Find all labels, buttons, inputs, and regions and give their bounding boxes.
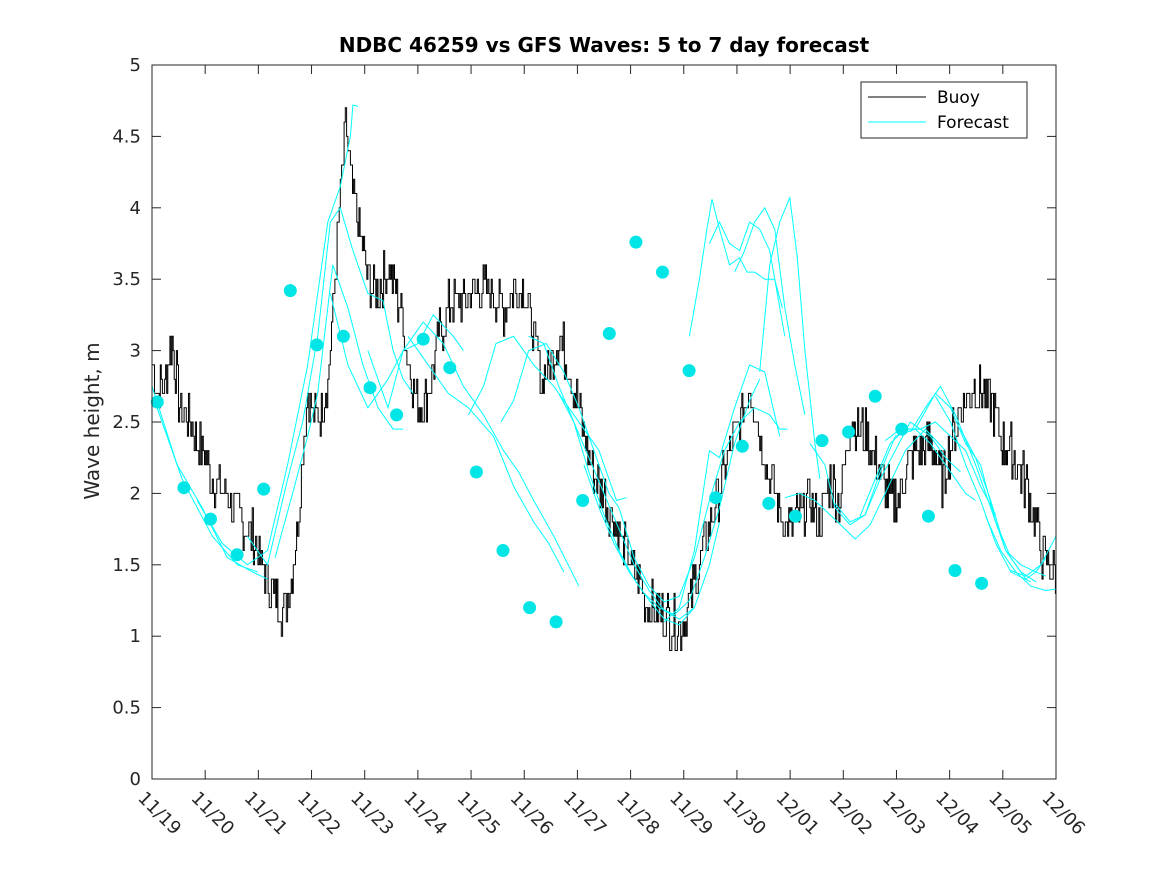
forecast-series-line-20 — [809, 421, 961, 526]
x-tick-label: 11/23 — [346, 788, 398, 840]
forecast-series-line-10 — [528, 335, 695, 620]
forecast-series-line-19 — [784, 428, 946, 540]
forecast-marker-9 — [390, 408, 404, 422]
forecast-series-line-3 — [246, 206, 414, 566]
forecast-marker-3 — [230, 548, 244, 562]
forecast-marker-31 — [975, 576, 989, 590]
y-tick-label: 1.5 — [112, 555, 141, 576]
x-tick-label: 11/25 — [453, 788, 505, 840]
forecast-marker-2 — [204, 512, 217, 526]
x-tick-label: 11/29 — [665, 788, 717, 840]
y-tick-label: 0.5 — [112, 698, 141, 719]
forecast-marker-17 — [602, 327, 616, 340]
y-tick-label: 4 — [130, 198, 141, 219]
x-tick-label: 11/27 — [559, 788, 611, 840]
x-tick-label: 12/05 — [984, 788, 1036, 840]
x-tick-label: 12/02 — [825, 788, 877, 840]
y-tick-label: 3 — [130, 341, 141, 362]
x-tick-label: 12/01 — [772, 788, 824, 840]
forecast-series-line-24 — [909, 385, 1037, 583]
x-tick-label: 11/28 — [612, 788, 664, 840]
y-tick-label: 2.5 — [112, 412, 141, 433]
forecast-series-line-25 — [934, 396, 1032, 583]
forecast-series-line-12 — [583, 378, 761, 616]
legend-box — [860, 81, 1028, 139]
forecast-marker-22 — [735, 439, 749, 453]
x-tick-label: 11/26 — [506, 788, 558, 840]
y-tick-label: 2 — [130, 483, 141, 504]
forecast-marker-20 — [682, 364, 696, 378]
x-tick-label: 11/19 — [133, 788, 185, 840]
plot-area — [152, 65, 1056, 779]
forecast-series-line-28 — [1010, 526, 1056, 577]
forecast-series-line-9 — [500, 342, 620, 508]
forecast-series-line-23 — [884, 392, 1047, 580]
y-axis-label: Wave height, m — [80, 342, 104, 499]
forecast-marker-12 — [469, 465, 483, 479]
forecast-marker-7 — [336, 329, 350, 343]
forecast-series-line-6 — [367, 321, 580, 587]
forecast-series-line-17 — [734, 206, 806, 415]
forecast-series-line-1 — [156, 407, 258, 573]
x-tick-label: 11/24 — [399, 788, 451, 840]
legend-forecast-label: Forecast — [937, 113, 1009, 133]
buoy-series-line — [152, 107, 1056, 651]
forecast-marker-18 — [629, 235, 643, 249]
x-tick-label: 12/03 — [878, 788, 930, 840]
forecast-marker-5 — [283, 284, 297, 298]
forecast-series-line-4 — [274, 264, 404, 558]
forecast-marker-8 — [363, 381, 377, 395]
forecast-marker-25 — [815, 434, 829, 448]
forecast-marker-28 — [895, 422, 909, 436]
forecast-series-line-22 — [859, 421, 997, 517]
forecast-series-line-27 — [985, 515, 1056, 592]
forecast-series-line-15 — [688, 199, 783, 337]
forecast-series-line-16 — [708, 220, 786, 337]
forecast-marker-11 — [443, 361, 457, 375]
y-tick-label: 1 — [130, 626, 141, 647]
forecast-marker-6 — [310, 338, 324, 352]
x-tick-label: 12/06 — [1037, 788, 1089, 840]
forecast-series-line-13 — [618, 407, 788, 603]
x-tick-label: 11/22 — [293, 788, 345, 840]
forecast-marker-16 — [576, 494, 590, 507]
forecast-marker-26 — [842, 425, 856, 439]
y-tick-label: 3.5 — [112, 269, 141, 290]
forecast-marker-21 — [709, 491, 723, 505]
x-tick-label: 11/20 — [187, 788, 239, 840]
forecast-series-line-7 — [407, 336, 565, 573]
chart-title: NDBC 46259 vs GFS Waves: 5 to 7 day fore… — [339, 33, 870, 57]
legend: Buoy Forecast — [860, 81, 1028, 139]
y-tick-label: 0 — [130, 769, 141, 790]
forecast-series-line-26 — [960, 428, 1047, 577]
forecast-marker-19 — [656, 265, 669, 279]
forecast-marker-23 — [762, 496, 776, 510]
forecast-marker-27 — [868, 389, 882, 403]
forecast-marker-24 — [788, 509, 802, 523]
forecast-series-line-18 — [759, 195, 821, 480]
legend-buoy-label: Buoy — [937, 88, 980, 108]
forecast-marker-10 — [416, 332, 430, 346]
forecast-marker-4 — [257, 482, 271, 496]
y-tick-label: 4.5 — [112, 126, 141, 147]
forecast-marker-29 — [921, 509, 935, 523]
forecast-marker-14 — [523, 601, 537, 615]
y-tick-label: 5 — [130, 55, 141, 76]
x-tick-label: 11/21 — [240, 788, 292, 840]
forecast-marker-0 — [150, 395, 164, 409]
forecast-marker-15 — [549, 615, 563, 629]
forecast-marker-30 — [948, 564, 962, 577]
forecast-marker-13 — [496, 544, 510, 557]
forecast-marker-1 — [177, 481, 191, 495]
x-tick-label: 11/30 — [718, 788, 770, 840]
forecast-series-line-8 — [467, 335, 627, 502]
x-tick-label: 12/04 — [931, 788, 983, 840]
